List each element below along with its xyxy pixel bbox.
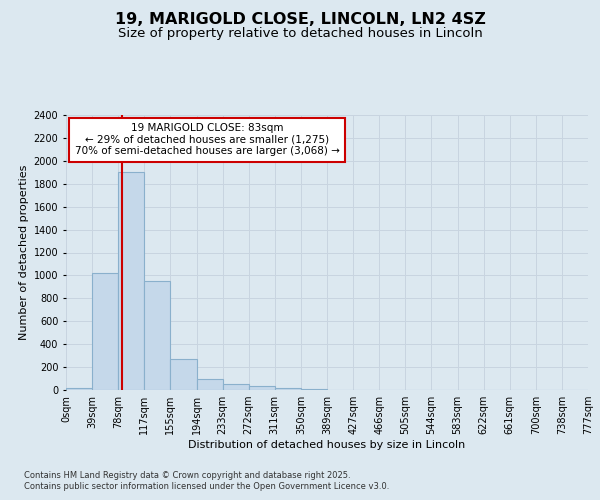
- Text: 19, MARIGOLD CLOSE, LINCOLN, LN2 4SZ: 19, MARIGOLD CLOSE, LINCOLN, LN2 4SZ: [115, 12, 485, 28]
- Text: Size of property relative to detached houses in Lincoln: Size of property relative to detached ho…: [118, 28, 482, 40]
- Bar: [66, 388, 92, 390]
- Bar: [275, 388, 301, 390]
- Bar: [170, 359, 197, 390]
- Text: Contains public sector information licensed under the Open Government Licence v3: Contains public sector information licen…: [24, 482, 389, 491]
- Y-axis label: Number of detached properties: Number of detached properties: [19, 165, 29, 340]
- Bar: [92, 272, 118, 390]
- Bar: [118, 172, 145, 390]
- Text: 19 MARIGOLD CLOSE: 83sqm
← 29% of detached houses are smaller (1,275)
70% of sem: 19 MARIGOLD CLOSE: 83sqm ← 29% of detach…: [74, 123, 340, 156]
- Text: Contains HM Land Registry data © Crown copyright and database right 2025.: Contains HM Land Registry data © Crown c…: [24, 470, 350, 480]
- X-axis label: Distribution of detached houses by size in Lincoln: Distribution of detached houses by size …: [188, 440, 466, 450]
- Bar: [145, 281, 170, 390]
- Bar: [197, 378, 223, 390]
- Bar: [249, 386, 275, 390]
- Bar: [223, 384, 249, 390]
